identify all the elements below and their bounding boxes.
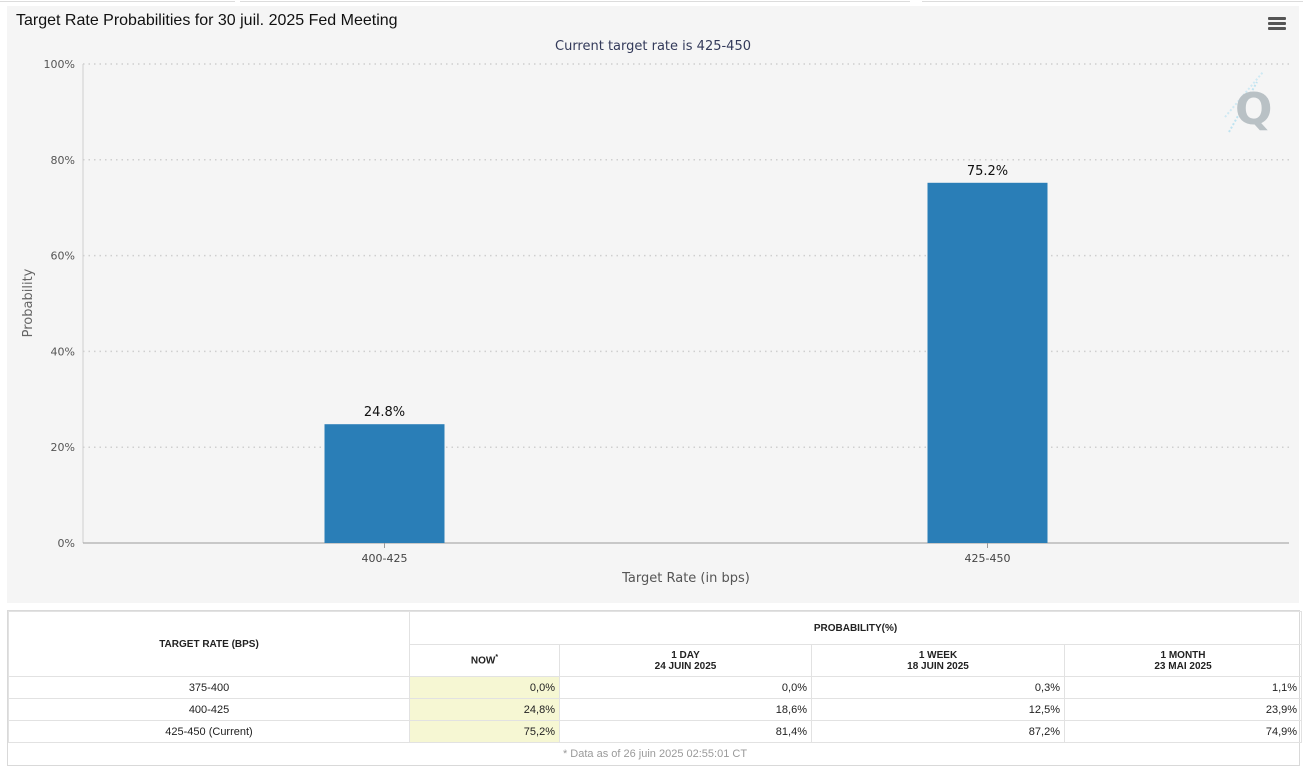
x-tick-label: 400-425 — [362, 552, 408, 565]
cell-day: 0,0% — [559, 676, 812, 699]
cell-day: 18,6% — [559, 698, 812, 721]
header-1-month-title: 1 MONTH — [1160, 649, 1206, 661]
cell-day: 81,4% — [559, 720, 812, 743]
header-1-month: 1 MONTH 23 MAI 2025 — [1063, 644, 1303, 677]
bar-data-label: 24.8% — [364, 405, 405, 420]
header-target-rate: TARGET RATE (BPS) — [8, 611, 410, 677]
cell-month: 1,1% — [1063, 676, 1303, 699]
cell-now: 75,2% — [409, 720, 560, 743]
y-tick-label: 40% — [51, 345, 75, 358]
cell-rate: 400-425 — [8, 698, 410, 721]
bar-400-425[interactable] — [324, 424, 445, 543]
y-tick-label: 100% — [44, 58, 75, 71]
y-tick-label: 60% — [51, 250, 75, 263]
cell-month: 74,9% — [1063, 720, 1303, 743]
header-1-month-date: 23 MAI 2025 — [1154, 660, 1212, 672]
header-1-week: 1 WEEK 18 JUIN 2025 — [811, 644, 1065, 677]
y-axis-label: Probability — [21, 268, 36, 337]
chart-title: Target Rate Probabilities for 30 juil. 2… — [16, 12, 398, 29]
cell-now: 0,0% — [409, 676, 560, 699]
top-strip — [0, 0, 1303, 6]
cell-rate: 425-450 (Current) — [8, 720, 410, 743]
header-1-week-date: 18 JUIN 2025 — [907, 660, 969, 672]
top-strip-seg — [922, 0, 1303, 2]
x-axis-label: Target Rate (in bps) — [621, 571, 750, 586]
cell-month: 23,9% — [1063, 698, 1303, 721]
table-row: 400-425 24,8% 18,6% 12,5% 23,9% — [8, 698, 1303, 721]
cell-rate: 375-400 — [8, 676, 410, 699]
header-now: NOW* — [409, 644, 560, 677]
header-1-day-date: 24 JUIN 2025 — [654, 660, 717, 672]
y-tick-label: 80% — [51, 154, 75, 167]
top-strip-seg — [240, 0, 910, 2]
data-timestamp-note: * Data as of 26 juin 2025 02:55:01 CT — [562, 747, 748, 760]
cell-week: 12,5% — [811, 698, 1065, 721]
svg-text:Q: Q — [1235, 84, 1272, 135]
header-probability: PROBABILITY(%) — [408, 611, 1303, 645]
header-now-mark: * — [495, 654, 499, 662]
header-1-day: 1 DAY 24 JUIN 2025 — [559, 644, 812, 677]
header-1-day-title: 1 DAY — [671, 649, 700, 661]
chart-subtitle: Current target rate is 425-450 — [555, 39, 751, 54]
header-1-week-title: 1 WEEK — [918, 649, 958, 661]
cell-now: 24,8% — [409, 698, 560, 721]
y-tick-label: 0% — [58, 537, 75, 550]
top-strip-seg — [0, 0, 235, 2]
bar-data-label: 75.2% — [967, 164, 1008, 179]
bar-425-450[interactable] — [927, 182, 1048, 544]
chart-panel: Target Rate Probabilities for 30 juil. 2… — [7, 6, 1299, 603]
table-row: 425-450 (Current) 75,2% 81,4% 87,2% 74,9… — [8, 720, 1303, 743]
x-tick-label: 425-450 — [965, 552, 1011, 565]
hamburger-menu-icon[interactable] — [1266, 15, 1288, 35]
bar-chart: Current target rate is 425-450 Q 0% 20% 40… — [21, 39, 1289, 586]
probability-table-container: TARGET RATE (BPS) PROBABILITY(%) NOW* 1 … — [7, 610, 1303, 766]
table-row: 375-400 0,0% 0,0% 0,3% 1,1% — [8, 676, 1303, 699]
quikstrike-q-logo: Q — [1224, 71, 1272, 135]
cell-week: 0,3% — [811, 676, 1065, 699]
cell-week: 87,2% — [811, 720, 1065, 743]
y-tick-label: 20% — [51, 441, 75, 454]
probability-table: TARGET RATE (BPS) PROBABILITY(%) NOW* 1 … — [8, 611, 1303, 765]
header-now-label: NOW — [470, 655, 496, 667]
